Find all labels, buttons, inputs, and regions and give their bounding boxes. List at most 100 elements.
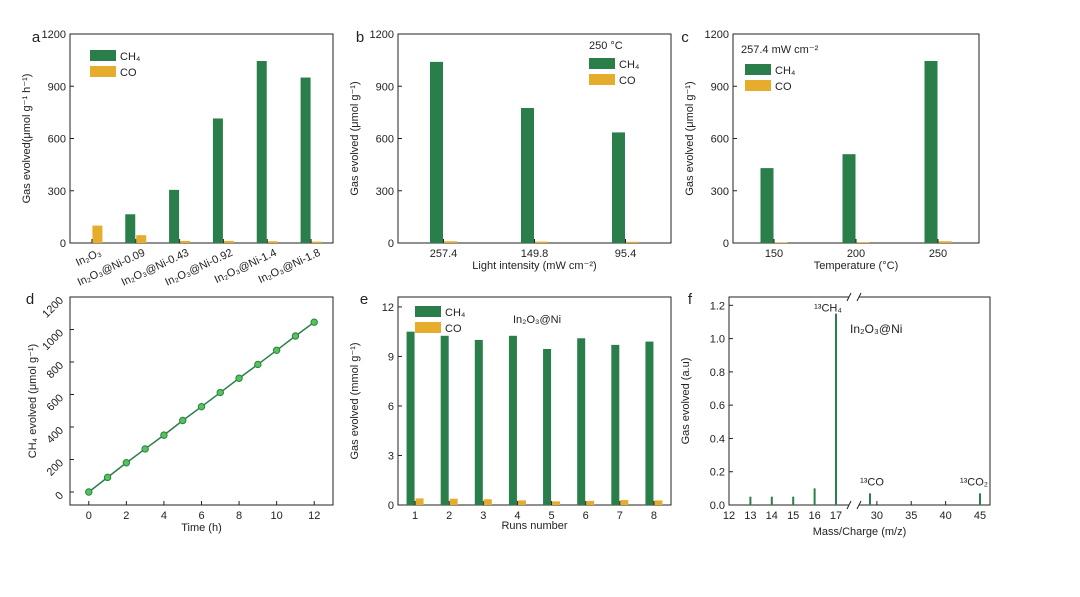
data-point bbox=[122, 459, 131, 467]
x-tick-label: 16 bbox=[808, 510, 820, 522]
bar-ch4 bbox=[430, 61, 443, 243]
bar-ch4 bbox=[924, 60, 938, 243]
legend-label: CH₄ bbox=[775, 65, 796, 77]
y-tick-label: 1200 bbox=[705, 29, 729, 41]
panel-d-frame bbox=[69, 296, 334, 506]
y-axis-label: Gas evolved (a.u) bbox=[680, 358, 692, 445]
bar-ch4 bbox=[256, 60, 267, 243]
bar-ch4 bbox=[212, 118, 223, 243]
bar-ch4 bbox=[611, 344, 620, 505]
y-tick-label: 1200 bbox=[42, 29, 66, 41]
y-tick-label: 0 bbox=[60, 238, 66, 250]
x-tick-label: 15 bbox=[787, 510, 799, 522]
bar-co bbox=[620, 500, 629, 505]
y-axis-label: Gas evolved (μmol g⁻¹) bbox=[349, 81, 361, 195]
x-tick-label: 149.8 bbox=[521, 248, 549, 260]
x-axis-label: Runs number bbox=[501, 520, 567, 532]
bar-ch4 bbox=[440, 335, 449, 505]
bar-co bbox=[517, 500, 526, 505]
x-tick-label: 12 bbox=[723, 510, 735, 522]
x-tick-label: 5 bbox=[549, 510, 555, 522]
x-tick-label: 35 bbox=[905, 510, 917, 522]
x-tick-label: 12 bbox=[308, 510, 320, 522]
data-point bbox=[272, 346, 281, 354]
bar-ch4 bbox=[474, 339, 483, 505]
y-tick-label: 200 bbox=[45, 457, 66, 478]
y-tick-label: 6 bbox=[388, 401, 394, 413]
legend-label: CO bbox=[775, 81, 792, 93]
y-tick-label: 0 bbox=[723, 238, 729, 250]
bar-co bbox=[552, 501, 561, 505]
y-tick-label: 900 bbox=[376, 81, 394, 93]
y-tick-label: 12 bbox=[382, 302, 394, 314]
x-tick-label: 8 bbox=[236, 510, 242, 522]
panel-f: 0.0 0.2 0.4 0.6 0.8 1.0 1.2 Gas evolved (a.u) 12… bbox=[680, 291, 991, 538]
bar-co bbox=[626, 241, 639, 243]
panel-annotation: In₂O₃@Ni bbox=[513, 314, 561, 326]
x-tick-label: 17 bbox=[830, 510, 842, 522]
y-tick-label: 0 bbox=[388, 238, 394, 250]
peak-label: ¹³CO₂ bbox=[960, 476, 988, 488]
x-tick-label: 200 bbox=[847, 248, 865, 260]
x-tick-label: 257.4 bbox=[430, 248, 458, 260]
data-point bbox=[103, 473, 112, 482]
x-tick-label: 14 bbox=[766, 510, 778, 522]
panel-letter-a: a bbox=[32, 29, 41, 46]
panel-letter-d: d bbox=[26, 291, 34, 308]
data-point bbox=[254, 360, 262, 369]
panel-a-frame bbox=[69, 33, 334, 244]
legend-swatch-co bbox=[415, 322, 441, 333]
y-tick-label: 600 bbox=[376, 134, 394, 146]
x-tick-label: 7 bbox=[617, 510, 623, 522]
bar-ch4 bbox=[645, 341, 654, 505]
x-tick-label: 2 bbox=[123, 510, 129, 522]
x-tick-label: 6 bbox=[583, 510, 589, 522]
x-axis-label: Time (h) bbox=[181, 522, 222, 534]
bar-co bbox=[223, 240, 234, 243]
data-point bbox=[216, 388, 224, 397]
legend-swatch-co bbox=[745, 80, 771, 91]
x-tick-label: 95.4 bbox=[615, 248, 636, 260]
bar-ch4 bbox=[543, 349, 552, 505]
y-axis-label: CH₄ evolved (μmol g⁻¹) bbox=[27, 344, 39, 458]
y-tick-label: 600 bbox=[45, 392, 66, 413]
y-tick-label: 0.2 bbox=[710, 467, 725, 479]
legend-label: CH₄ bbox=[619, 59, 640, 71]
data-point bbox=[179, 416, 187, 425]
bar-ch4 bbox=[169, 189, 180, 243]
bar-ch4 bbox=[760, 168, 774, 243]
bar-ch4 bbox=[842, 154, 856, 243]
bar-ch4 bbox=[125, 214, 136, 243]
panel-b: 0 300 600 900 1200 Gas evolved (μmol g⁻¹) 257.… bbox=[349, 29, 672, 272]
data-point bbox=[160, 431, 168, 439]
y-tick-label: 0.6 bbox=[710, 400, 725, 412]
legend-label: CH₄ bbox=[445, 307, 466, 319]
data-point bbox=[197, 402, 206, 411]
bar-ch4 bbox=[612, 132, 625, 243]
y-tick-label: 1200 bbox=[40, 295, 66, 321]
data-point bbox=[141, 445, 149, 453]
peak-label: ¹³CH₄ bbox=[814, 303, 842, 315]
y-tick-label: 300 bbox=[48, 186, 66, 198]
axis-break-gap-top bbox=[849, 293, 859, 301]
legend-label: CH₄ bbox=[120, 51, 141, 63]
x-axis-label: Temperature (°C) bbox=[814, 260, 898, 272]
x-tick-label: 30 bbox=[871, 510, 883, 522]
y-tick-label: 1.0 bbox=[710, 334, 725, 346]
bar-co bbox=[938, 241, 952, 243]
y-tick-label: 600 bbox=[711, 134, 729, 146]
panel-annotation: In₂O₃@Ni bbox=[850, 322, 902, 336]
panel-d: 0 200 400 600 800 1000 1200 CH₄ evolved (μmol g… bbox=[26, 291, 334, 534]
legend-swatch-co bbox=[589, 74, 615, 85]
legend-label: CO bbox=[445, 323, 462, 335]
panel-letter-f: f bbox=[688, 291, 693, 308]
legend-swatch-co bbox=[90, 66, 116, 77]
legend-label: CO bbox=[619, 75, 636, 87]
bar-co bbox=[180, 240, 191, 243]
bar-co bbox=[856, 242, 870, 243]
panel-annotation: 250 °C bbox=[589, 40, 623, 52]
bar-co bbox=[415, 498, 424, 505]
bar-co bbox=[449, 498, 458, 505]
